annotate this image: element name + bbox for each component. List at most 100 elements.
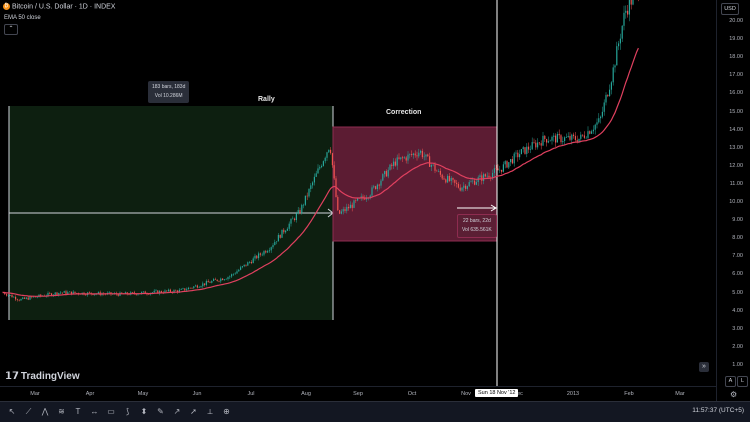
candle-body: [400, 157, 402, 159]
clock[interactable]: 11:57:37 (UTC+5): [692, 407, 744, 414]
pitchfork-icon[interactable]: ⋀: [41, 407, 49, 416]
candle-body: [555, 135, 557, 143]
candle-body: [438, 170, 440, 172]
rectangle-icon[interactable]: ▭: [107, 407, 115, 416]
auto-scale-button[interactable]: A: [725, 376, 736, 387]
candle-body: [24, 297, 26, 299]
candle-body: [511, 159, 513, 164]
time-axis[interactable]: MarAprMayJunJulAugSepOctNovDec2013FebMar: [0, 386, 716, 402]
pattern-icon[interactable]: ⟆: [125, 407, 130, 416]
candle-body: [488, 175, 490, 178]
candle-body: [290, 219, 292, 224]
candle-body: [157, 290, 159, 294]
candle-body: [274, 242, 276, 246]
candle-body: [211, 280, 213, 283]
candle-body: [225, 278, 227, 280]
candle-body: [276, 241, 278, 243]
candle-body: [591, 131, 593, 134]
settings-gear-icon[interactable]: ⚙: [730, 390, 738, 399]
candle-body: [204, 283, 206, 285]
candle-body: [537, 142, 539, 148]
candle-body: [173, 290, 175, 293]
position-icon[interactable]: ⬍: [140, 407, 148, 416]
candle-body: [529, 149, 531, 150]
projection-icon[interactable]: ↗: [173, 407, 181, 416]
arrow-icon[interactable]: ➚: [190, 407, 197, 416]
candle-body: [312, 182, 314, 186]
candle-body: [454, 179, 456, 183]
candle-body: [526, 146, 528, 154]
collapse-legend-button[interactable]: ⌃: [4, 24, 18, 35]
candle-body: [362, 196, 364, 198]
candle-body: [144, 291, 146, 294]
candle-body: [256, 255, 258, 259]
candle-body: [452, 178, 454, 180]
text-icon[interactable]: T: [75, 407, 81, 416]
candle-body: [551, 136, 553, 141]
candle-body: [218, 280, 220, 282]
candle-body: [472, 180, 474, 182]
candle-body: [612, 67, 614, 83]
candle-body: [261, 254, 263, 256]
candle-body: [475, 182, 477, 185]
indicator-label[interactable]: EMA 50 close: [4, 15, 41, 21]
fib-icon[interactable]: ≋: [58, 407, 65, 416]
price-tick: 18.00: [729, 54, 743, 61]
price-tick: 19.00: [729, 36, 743, 43]
candle-body: [420, 150, 422, 153]
candle-body: [36, 296, 38, 298]
trend-line-icon[interactable]: ⟋: [25, 407, 32, 416]
candle-body: [441, 174, 443, 179]
candle-body: [18, 299, 20, 301]
log-scale-button[interactable]: L: [737, 376, 748, 387]
currency-badge[interactable]: USD: [721, 3, 739, 15]
candle-body: [436, 170, 438, 172]
candle-body: [357, 198, 359, 201]
candle-body: [398, 157, 400, 159]
time-tick: May: [137, 391, 149, 397]
candle-body: [346, 206, 348, 211]
candle-body: [506, 161, 508, 168]
brush-icon[interactable]: ✎: [157, 407, 164, 416]
candle-body: [619, 38, 621, 44]
candle-body: [259, 253, 261, 255]
candle-body: [499, 169, 501, 171]
time-tick: Jun: [192, 391, 202, 397]
candle-body: [333, 165, 335, 179]
candle-body: [331, 153, 333, 166]
measure-icon[interactable]: ↔: [90, 407, 99, 416]
candle-body: [618, 43, 620, 47]
ema-50-line: [2, 47, 639, 297]
symbol-header[interactable]: ₿ Bitcoin / U.S. Dollar · 1D · INDEX: [3, 3, 115, 10]
candle-body: [169, 289, 171, 292]
candle-body: [450, 178, 452, 182]
candle-body: [245, 264, 247, 266]
rally-vol-text: Vol 10.286M: [154, 93, 183, 99]
candle-body: [205, 281, 207, 285]
candle-body: [252, 258, 254, 264]
scroll-to-realtime-button[interactable]: »: [699, 362, 709, 372]
candle-body: [479, 175, 481, 178]
candle-body: [220, 278, 222, 282]
candle-body: [297, 210, 299, 214]
ruler-icon[interactable]: ⟂: [207, 407, 213, 416]
candle-body: [445, 179, 447, 183]
candle-body: [466, 186, 468, 189]
candle-body: [16, 299, 18, 300]
candle-body: [425, 154, 427, 157]
candle-body: [137, 294, 139, 295]
candle-body: [421, 150, 423, 158]
cursor-icon[interactable]: ↖: [8, 407, 16, 416]
zoom-icon[interactable]: ⊕: [223, 407, 230, 416]
candle-body: [40, 294, 42, 296]
candle-body: [160, 291, 162, 293]
price-tick: 8.00: [732, 235, 743, 242]
price-axis[interactable]: 20.00 19.00 18.00 17.00 16.00 15.00 14.00 13.00…: [716, 0, 750, 401]
price-chart[interactable]: [0, 0, 716, 401]
candle-body: [180, 288, 182, 290]
candle-body: [486, 175, 488, 177]
candle-body: [339, 210, 341, 214]
candle-body: [405, 157, 407, 161]
candle-body: [411, 154, 413, 155]
candle-body: [258, 253, 260, 259]
